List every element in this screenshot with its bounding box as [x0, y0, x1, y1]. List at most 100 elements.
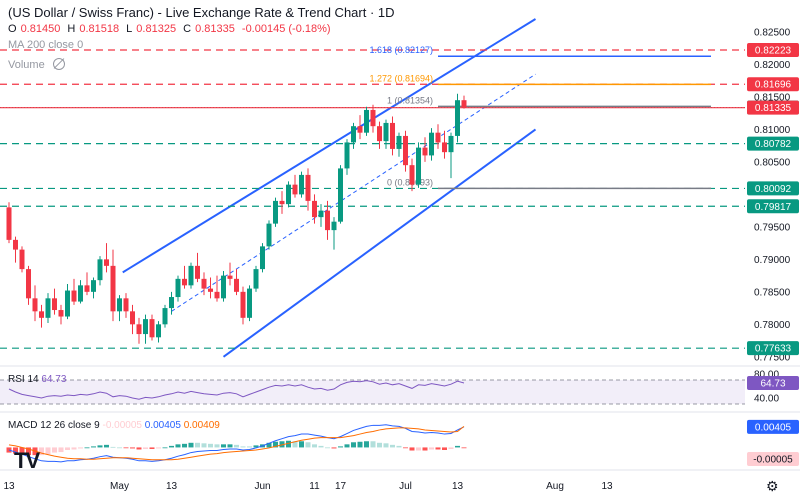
candle-body: [169, 297, 174, 309]
candle-body: [266, 223, 272, 247]
price-level-badge: [747, 77, 799, 92]
macd-histogram-bar: [45, 447, 51, 455]
macd-histogram-bar: [383, 443, 389, 448]
candle-body: [312, 200, 317, 218]
price-tick-label: 0.78500: [754, 287, 791, 298]
macd-histogram-bar: [188, 442, 194, 448]
channel-lower-line: [222, 128, 537, 358]
candle-body: [247, 288, 252, 318]
macd-histogram-bar: [71, 447, 77, 450]
macd-histogram-bar: [442, 447, 447, 450]
time-tick-label: Jul: [399, 481, 412, 492]
candle-body: [448, 135, 454, 153]
gear-icon[interactable]: ⚙: [766, 478, 779, 494]
candle-body: [286, 184, 291, 205]
candle-body: [6, 207, 12, 240]
candle-body: [195, 265, 200, 279]
macd-histogram-bar: [305, 442, 311, 448]
macd-hist-badge-label: -0.00005: [753, 455, 793, 466]
price-tick-label: 0.79500: [754, 222, 791, 233]
candle-body: [390, 122, 395, 149]
candle-body: [331, 221, 337, 231]
ohlc-change: -0.00145 (-0.18%): [241, 23, 331, 35]
candle-body: [97, 259, 103, 281]
price-level-badge: [747, 136, 799, 151]
candle-body: [149, 319, 155, 338]
macd-histogram-bar: [416, 447, 421, 451]
price-level-badge: [747, 42, 799, 57]
candle-body: [273, 200, 278, 224]
candle-body: [442, 142, 447, 153]
macd-histogram-bar: [448, 447, 454, 449]
macd-histogram-bar: [227, 444, 233, 448]
candle-body: [344, 142, 350, 169]
candle-body: [416, 147, 421, 185]
candle-body: [26, 269, 31, 299]
macd-histogram-bar: [253, 445, 259, 448]
macd-histogram-bar: [130, 447, 135, 449]
macd-histogram-bar: [435, 447, 441, 450]
price-tick-label: 0.82500: [754, 27, 791, 38]
macd-histogram-bar: [13, 447, 18, 454]
fib-level-label: 1.618 (0.82127): [369, 45, 433, 55]
macd-histogram-bar: [318, 445, 324, 448]
eye-hidden-icon[interactable]: [52, 58, 65, 70]
macd-histogram-bar: [247, 446, 252, 448]
candle-body: [52, 298, 57, 311]
macd-histogram-bar: [370, 441, 376, 448]
candle-body: [370, 109, 376, 127]
rsi-tick-label: 40.00: [754, 394, 779, 405]
macd-histogram-bar: [351, 442, 356, 448]
price-level-badge-label: 0.81696: [755, 80, 792, 91]
time-tick-label: 11: [309, 481, 320, 492]
candle-body: [403, 135, 408, 166]
macd-line-value: 0.00405: [144, 420, 181, 431]
candle-body: [409, 165, 415, 185]
candle-body: [429, 132, 434, 156]
candle-body: [71, 290, 77, 302]
fib-level-label: 1.272 (0.81694): [369, 73, 433, 83]
rsi-value: 64.73: [41, 374, 67, 385]
fib-level-label: 1 (0.81354): [387, 95, 433, 105]
price-tick-label: 0.77500: [754, 352, 791, 363]
ohlc-close: 0.81335: [195, 23, 235, 35]
macd-histogram-bar: [195, 442, 200, 448]
macd-histogram-bar: [409, 447, 415, 451]
macd-histogram-bar: [364, 441, 369, 448]
macd-histogram-bar: [97, 445, 103, 448]
macd-histogram-bar: [58, 447, 64, 453]
candle-body: [461, 100, 467, 108]
price-tick-label: 0.78000: [754, 320, 791, 331]
candle-body: [136, 324, 142, 335]
candle-body: [234, 278, 239, 292]
tradingview-logo-icon[interactable]: TV: [14, 448, 40, 473]
macd-signal-line: [8, 425, 465, 461]
rsi-label: RSI 14: [8, 374, 39, 385]
volume-indicator-label[interactable]: Volume: [8, 56, 69, 71]
macd-histogram-bar: [104, 444, 109, 448]
candle-body: [78, 285, 83, 302]
macd-histogram-bar: [26, 447, 31, 456]
macd-pane-label[interactable]: MACD 12 26 close 9 -0.00005 0.00405 0.00…: [8, 420, 220, 431]
macd-hist-value: -0.00005: [102, 420, 142, 431]
candle-body: [279, 200, 285, 205]
time-tick-label: 13: [601, 481, 613, 492]
macd-histogram-bar: [52, 447, 57, 453]
candle-body: [162, 308, 168, 325]
macd-histogram-bar: [292, 441, 298, 448]
macd-histogram-bar: [344, 444, 350, 448]
rsi-pane-label[interactable]: RSI 14 64.73: [8, 374, 66, 385]
macd-histogram-bar: [214, 444, 220, 448]
macd-histogram-bar: [136, 447, 142, 450]
macd-histogram-bar: [162, 447, 168, 449]
time-tick-label: 17: [335, 481, 347, 492]
channel-mid-line: [171, 73, 536, 312]
chart-title: (US Dollar / Swiss Franc) - Live Exchang…: [8, 5, 395, 20]
candle-body: [221, 275, 226, 299]
price-level-badge-label: 0.80092: [755, 184, 792, 195]
candle-body: [325, 210, 330, 231]
ma-indicator-label[interactable]: MA 200 close 0: [8, 39, 87, 51]
candle-body: [65, 290, 70, 317]
candle-body: [292, 184, 298, 195]
